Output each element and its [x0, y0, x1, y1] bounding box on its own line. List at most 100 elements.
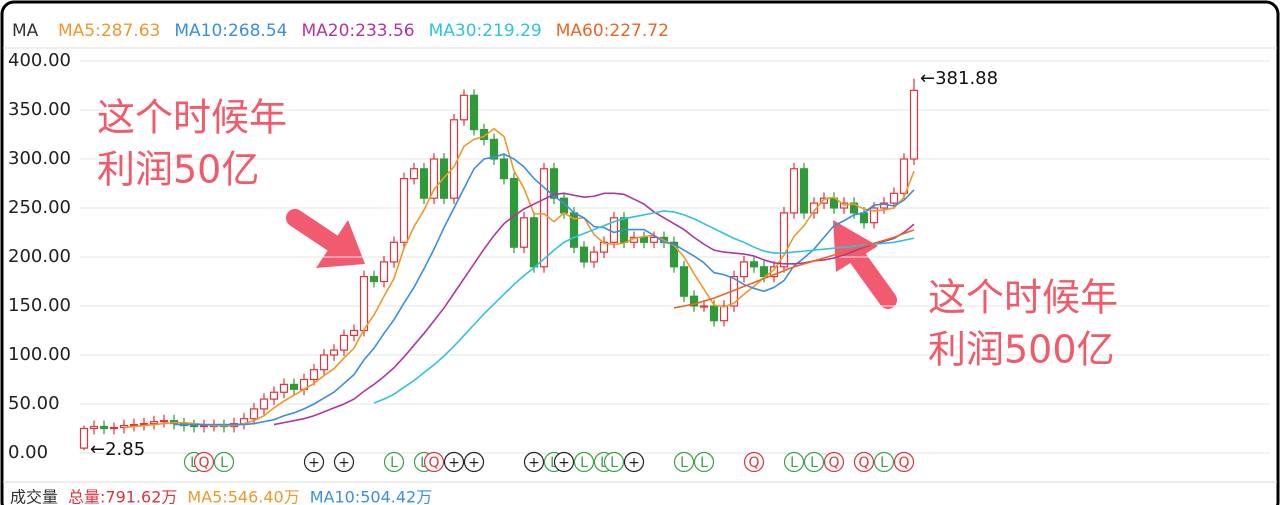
volume-header: 总量:791.62万: [68, 488, 177, 505]
event-marker: [573, 451, 595, 473]
candle-body: [799, 168, 809, 214]
event-marker: [463, 451, 485, 473]
candle-body: [379, 261, 389, 283]
event-label: L: [680, 455, 688, 471]
event-label: +: [628, 455, 640, 471]
y-tick-label: 400.00: [8, 50, 71, 71]
candle-body: [779, 212, 789, 268]
candle-body: [469, 94, 479, 131]
legend-title: MA: [12, 21, 39, 41]
candle-body: [889, 192, 899, 204]
arrow: [286, 209, 365, 268]
event-label: Q: [428, 455, 439, 471]
candle-body: [109, 426, 119, 430]
candle-body: [519, 217, 529, 248]
candle-body: [189, 424, 199, 428]
candle-body: [899, 158, 909, 194]
event-label: L: [580, 455, 588, 471]
event-label: Q: [828, 455, 839, 471]
candle-body: [259, 398, 269, 410]
event-marker: [213, 451, 235, 473]
candle-body: [749, 261, 759, 268]
volume-header: MA5:546.40万: [187, 488, 299, 505]
event-marker: [303, 451, 325, 473]
candle-body: [649, 236, 659, 243]
event-label: L: [790, 455, 798, 471]
event-marker: [673, 451, 695, 473]
event-label: L: [880, 455, 888, 471]
event-label: +: [338, 455, 350, 471]
y-tick-label: 50.00: [8, 393, 60, 414]
ma-line: [373, 210, 915, 404]
candle-body: [689, 295, 699, 307]
candle-body: [489, 138, 499, 160]
candle-body: [339, 334, 349, 351]
candle-body: [89, 425, 99, 430]
candle-body: [579, 246, 589, 263]
annotation: 利润500亿: [928, 328, 1115, 372]
candle-body: [639, 236, 649, 243]
legend-entry: MA5:287.63: [58, 21, 160, 41]
event-label: +: [558, 455, 570, 471]
legend-entry: MA20:233.56: [301, 21, 414, 41]
event-label: L: [220, 455, 228, 471]
event-marker: [823, 451, 845, 473]
candle-body: [909, 89, 919, 160]
event-marker: [873, 451, 895, 473]
annotation: 这个时候年: [928, 276, 1118, 320]
candle-body: [269, 391, 279, 400]
candle-body: [349, 329, 359, 337]
candle-body: [419, 168, 429, 199]
candle-body: [719, 305, 729, 322]
candle-body: [699, 305, 709, 308]
y-tick-label: 200.00: [8, 246, 71, 267]
event-label: Q: [198, 455, 209, 471]
candle-body: [129, 423, 139, 427]
ma-line: [123, 127, 915, 429]
legend-entry: MA60:227.72: [556, 21, 669, 41]
candle-body: [679, 266, 689, 297]
y-tick-label: 350.00: [8, 99, 71, 120]
candle-body: [589, 251, 599, 263]
candle-body: [139, 423, 149, 426]
min-label: ←2.85: [90, 439, 145, 460]
volume-header: MA10:504.42万: [310, 488, 433, 505]
event-marker: [193, 451, 215, 473]
event-marker: [783, 451, 805, 473]
ma-line: [174, 153, 915, 426]
candle-body: [159, 420, 169, 423]
candle-body: [279, 383, 289, 393]
candle-body: [499, 158, 509, 180]
y-tick-label: 0.00: [8, 442, 48, 463]
candle-body: [309, 369, 319, 381]
candle-body: [819, 197, 829, 204]
candle-body: [149, 421, 159, 425]
candle-body: [329, 349, 339, 356]
event-label: Q: [898, 455, 909, 471]
candle-body: [429, 158, 439, 199]
event-marker: [383, 451, 405, 473]
event-label: L: [700, 455, 708, 471]
event-marker: [803, 451, 825, 473]
candle-body: [319, 354, 329, 371]
candle-body: [709, 305, 719, 322]
candle-body: [509, 178, 519, 248]
event-marker: [623, 451, 645, 473]
event-label: Q: [858, 455, 869, 471]
event-marker: [853, 451, 875, 473]
event-label: L: [390, 455, 398, 471]
candle-body: [739, 261, 749, 278]
event-marker: [523, 451, 545, 473]
candle-body: [399, 178, 409, 243]
event-label: +: [468, 455, 480, 471]
event-marker: [603, 451, 625, 473]
y-tick-label: 250.00: [8, 197, 71, 218]
max-label: ←381.88: [920, 68, 998, 89]
candle-body: [409, 168, 419, 180]
candle-body: [859, 212, 869, 224]
event-label: Q: [748, 455, 759, 471]
y-tick-label: 150.00: [8, 295, 71, 316]
